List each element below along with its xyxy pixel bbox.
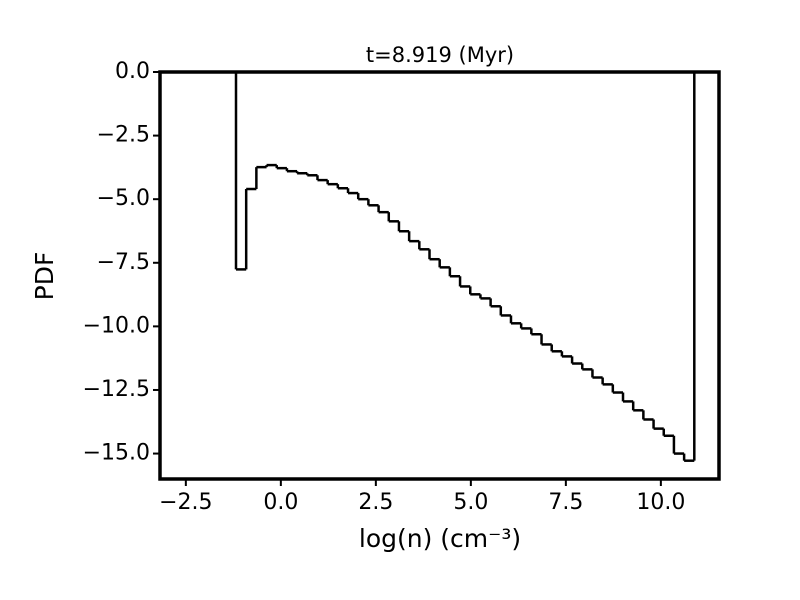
x-tick-label: 0.0 <box>263 490 298 515</box>
y-axis-label: PDF <box>30 252 59 301</box>
y-tick-label: −15.0 <box>83 441 150 466</box>
y-tick-label: −12.5 <box>83 377 150 402</box>
y-tick-label: −7.5 <box>97 250 150 275</box>
x-tick-label: 5.0 <box>453 490 488 515</box>
y-tick-label: 0.0 <box>115 59 150 84</box>
x-tick-label: 7.5 <box>548 490 583 515</box>
x-tick-label: 10.0 <box>636 490 685 515</box>
y-tick-label: −5.0 <box>97 186 150 211</box>
x-axis-label: log(n) (cm⁻³) <box>359 524 521 553</box>
chart-title: t=8.919 (Myr) <box>366 43 514 67</box>
x-tick-label: −2.5 <box>159 490 212 515</box>
y-tick-label: −10.0 <box>83 313 150 338</box>
plot-frame <box>158 70 721 481</box>
y-tick-label: −2.5 <box>97 123 150 148</box>
x-tick-label: 2.5 <box>358 490 393 515</box>
